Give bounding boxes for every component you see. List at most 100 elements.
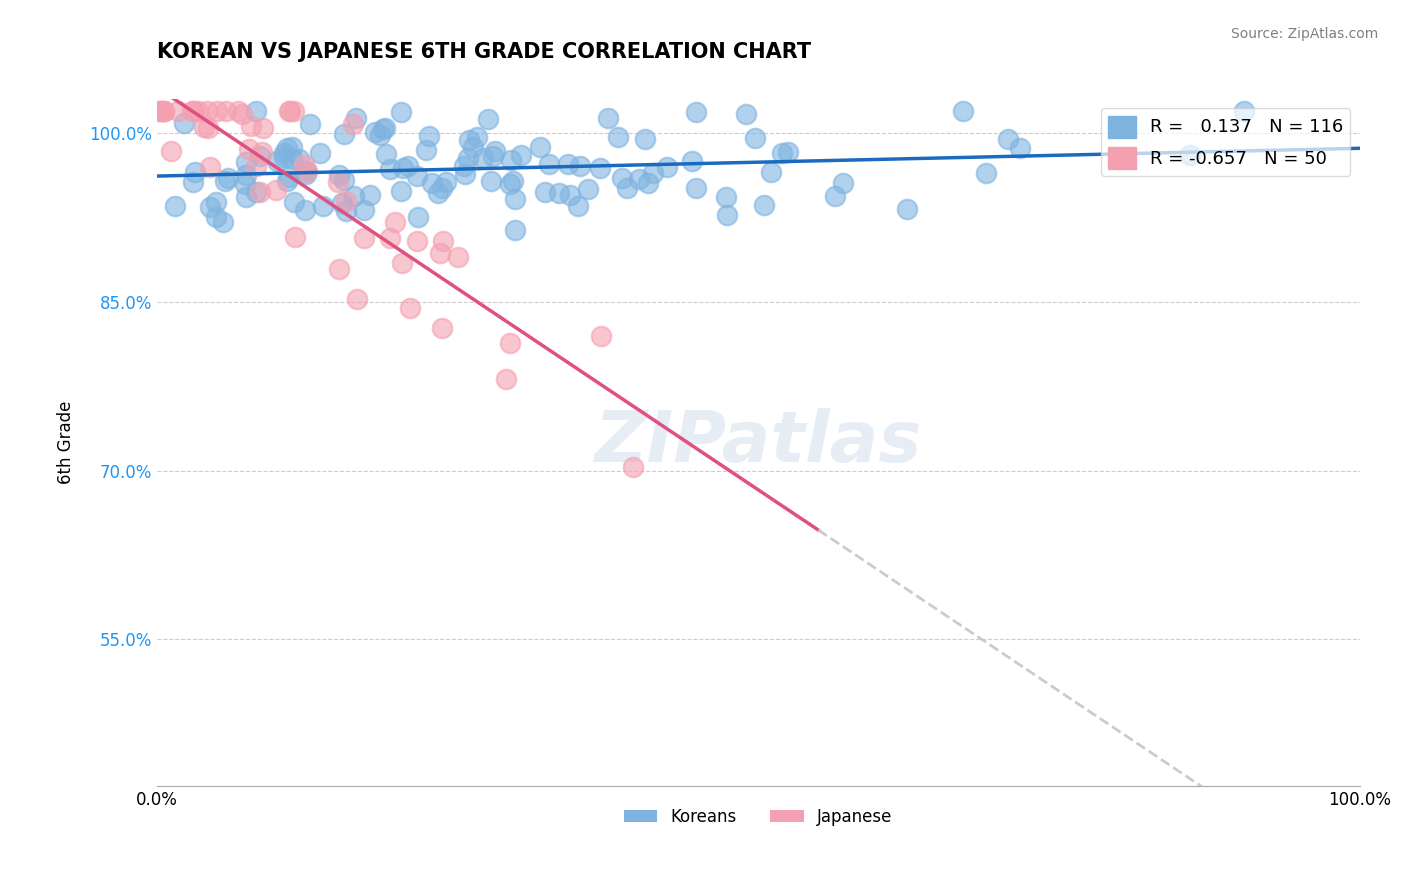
- Point: [761, 165, 783, 179]
- Point: [332, 172, 354, 186]
- Point: [606, 129, 628, 144]
- Point: [824, 189, 846, 203]
- Point: [509, 148, 531, 162]
- Point: [308, 146, 330, 161]
- Point: [598, 112, 620, 126]
- Point: [359, 187, 381, 202]
- Point: [391, 256, 413, 270]
- Point: [245, 159, 267, 173]
- Point: [621, 459, 644, 474]
- Point: [215, 103, 238, 118]
- Point: [152, 103, 174, 118]
- Point: [166, 103, 188, 118]
- Point: [295, 164, 318, 178]
- Point: [427, 186, 450, 200]
- Point: [453, 159, 475, 173]
- Point: [471, 151, 494, 165]
- Point: [389, 184, 412, 198]
- Point: [278, 104, 301, 119]
- Point: [205, 103, 228, 118]
- Point: [264, 183, 287, 197]
- Point: [276, 174, 298, 188]
- Point: [283, 194, 305, 209]
- Point: [346, 292, 368, 306]
- Point: [335, 194, 357, 209]
- Point: [499, 335, 522, 350]
- Point: [432, 181, 454, 195]
- Point: [328, 169, 350, 183]
- Point: [657, 160, 679, 174]
- Point: [326, 175, 349, 189]
- Point: [1233, 103, 1256, 118]
- Point: [284, 230, 307, 244]
- Point: [778, 145, 800, 159]
- Point: [266, 153, 288, 168]
- Point: [588, 161, 610, 175]
- Point: [503, 192, 526, 206]
- Point: [181, 103, 204, 118]
- Point: [744, 131, 766, 145]
- Point: [252, 145, 274, 159]
- Point: [252, 120, 274, 135]
- Point: [685, 181, 707, 195]
- Point: [183, 103, 205, 118]
- Point: [198, 160, 221, 174]
- Point: [292, 158, 315, 172]
- Point: [641, 166, 664, 180]
- Point: [434, 175, 457, 189]
- Point: [295, 167, 318, 181]
- Point: [233, 177, 256, 191]
- Point: [342, 117, 364, 131]
- Point: [273, 146, 295, 161]
- Point: [353, 231, 375, 245]
- Point: [231, 106, 253, 120]
- Point: [335, 204, 357, 219]
- Point: [477, 112, 499, 127]
- Point: [591, 329, 613, 343]
- Point: [239, 119, 262, 133]
- Legend: Koreans, Japanese: Koreans, Japanese: [617, 801, 898, 832]
- Point: [363, 125, 385, 139]
- Point: [245, 185, 267, 199]
- Point: [628, 172, 651, 186]
- Point: [276, 141, 298, 155]
- Point: [391, 104, 413, 119]
- Point: [634, 132, 657, 146]
- Point: [153, 103, 176, 118]
- Point: [238, 142, 260, 156]
- Point: [332, 195, 354, 210]
- Point: [547, 186, 569, 200]
- Point: [159, 144, 181, 158]
- Point: [214, 174, 236, 188]
- Point: [465, 130, 488, 145]
- Point: [770, 146, 793, 161]
- Point: [482, 148, 505, 162]
- Point: [499, 177, 522, 191]
- Point: [484, 144, 506, 158]
- Point: [420, 176, 443, 190]
- Point: [430, 321, 453, 335]
- Point: [681, 153, 703, 168]
- Point: [458, 133, 481, 147]
- Point: [432, 234, 454, 248]
- Point: [502, 174, 524, 188]
- Point: [616, 181, 638, 195]
- Point: [173, 116, 195, 130]
- Point: [396, 160, 419, 174]
- Point: [368, 128, 391, 142]
- Point: [408, 210, 430, 224]
- Point: [211, 215, 233, 229]
- Point: [273, 150, 295, 164]
- Point: [735, 107, 758, 121]
- Point: [685, 105, 707, 120]
- Point: [193, 120, 215, 134]
- Text: Source: ZipAtlas.com: Source: ZipAtlas.com: [1230, 27, 1378, 41]
- Point: [312, 199, 335, 213]
- Point: [371, 122, 394, 136]
- Point: [288, 153, 311, 167]
- Point: [235, 190, 257, 204]
- Point: [165, 198, 187, 212]
- Point: [226, 103, 249, 118]
- Point: [392, 161, 415, 175]
- Point: [235, 154, 257, 169]
